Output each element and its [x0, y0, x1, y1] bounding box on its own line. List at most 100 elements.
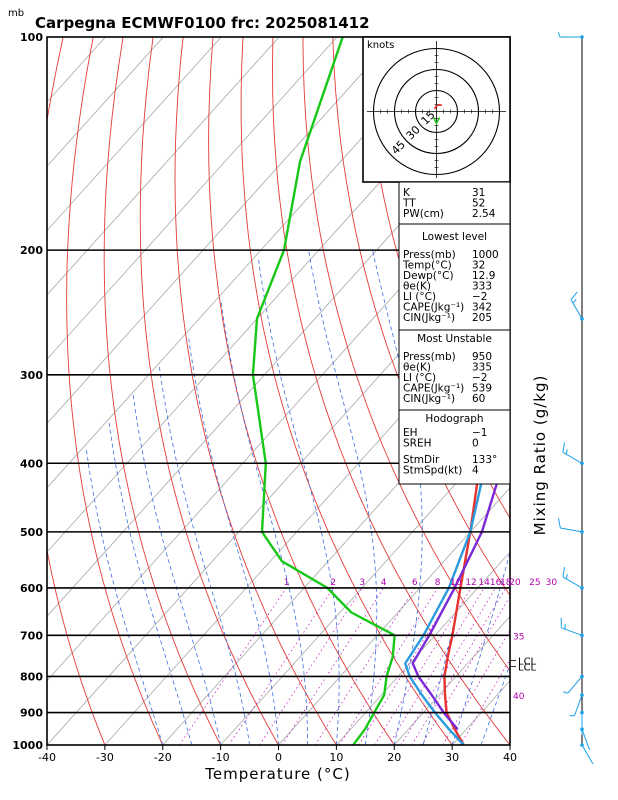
pressure-tick-label: 1000 [12, 739, 43, 752]
hodograph-index-title: Hodograph [425, 413, 483, 425]
pressure-tick-label: 200 [20, 244, 43, 257]
lowest-level-value: 205 [472, 312, 492, 324]
wind-barb-staff [581, 744, 594, 765]
summary-label: PW(cm) [403, 208, 444, 220]
dry-adiabat [174, 37, 337, 745]
lowest-level-label: Press(mb) [403, 249, 456, 261]
mixing-ratio-label: 3 [359, 578, 365, 588]
lowest-level-value: 342 [472, 302, 492, 314]
wind-barb-flag [562, 566, 566, 578]
pressure-tick-label: 300 [20, 369, 43, 382]
wind-barb-staff [562, 451, 583, 464]
wind-barb-staff [562, 576, 583, 589]
isotherm [220, 422, 510, 745]
mixing-ratio-line [338, 587, 439, 745]
moist-adiabat [188, 336, 279, 745]
pressure-tick-label: 400 [20, 457, 43, 470]
mixing-ratio-label: 20 [509, 578, 521, 588]
summary-box [398, 181, 511, 225]
most-unstable-label: CIN(Jkg⁻¹) [403, 393, 455, 405]
most-unstable-label: Press(mb) [403, 351, 456, 363]
wind-barb-flag [562, 442, 566, 453]
dry-adiabat [208, 37, 395, 745]
hodograph-index-label: SREH [403, 438, 432, 450]
mixing-ratio-line [228, 587, 334, 745]
hodograph-index-value: −1 [472, 427, 487, 439]
lowest-level-label: LI (°C) [403, 291, 436, 303]
isotherm [47, 229, 510, 745]
mixing-ratio-label: 30 [546, 578, 558, 588]
lowest-level-value: 333 [472, 281, 492, 293]
x-tick-label: 0 [275, 751, 282, 764]
dry-adiabat [513, 37, 618, 760]
lowest-level-value: 1000 [472, 249, 499, 261]
moist-adiabat [85, 447, 164, 745]
x-axis-label: Temperature (°C) [204, 765, 350, 783]
pressure-tick-label: 500 [20, 526, 43, 539]
lowest-level-label: Dewp(°C) [403, 270, 454, 282]
pressure-tick-label: 800 [20, 670, 43, 683]
lowest-level-title: Lowest level [422, 231, 487, 243]
lcl-label: LCL [518, 657, 537, 668]
dry-adiabat [302, 37, 510, 672]
dry-adiabat [573, 37, 618, 760]
x-tick-label: -30 [96, 751, 114, 764]
pressure-tick-label: 600 [20, 582, 43, 595]
mixing-ratio-label: 2 [330, 578, 336, 588]
dry-adiabat [139, 37, 280, 745]
wind-barb-flag [565, 449, 568, 455]
isotherm [509, 744, 510, 745]
isotherm [47, 37, 280, 296]
pressure-tick-label: 700 [20, 629, 43, 642]
mixing-ratio-line [179, 587, 287, 745]
wind-barb-flag [570, 291, 578, 301]
most-unstable-title: Most Unstable [417, 333, 492, 345]
isotherm [47, 37, 106, 103]
isotherm [47, 37, 453, 489]
mixing-ratio-line [388, 587, 485, 745]
summary-value: 31 [472, 187, 485, 199]
mixing-ratio-line [314, 587, 416, 745]
isotherm [47, 37, 164, 167]
wind-barb-flag [557, 518, 561, 529]
mixing-ratio-line [259, 587, 363, 745]
hodograph-trace [434, 104, 442, 110]
dry-adiabat [332, 37, 510, 597]
moist-adiabat [220, 299, 308, 745]
most-unstable-value: 335 [472, 362, 492, 374]
moist-adiabat [108, 422, 193, 745]
hodograph-units: knots [367, 40, 394, 51]
hodograph-ring [372, 47, 501, 176]
mixing-ratio-label: 4 [381, 578, 387, 588]
most-unstable-value: −2 [472, 372, 487, 384]
lcl-label: LCL [518, 663, 537, 674]
wind-barb-flag [557, 32, 561, 38]
x-tick-label: -40 [38, 751, 56, 764]
moist-adiabat [132, 394, 221, 745]
mixing-ratio-label: 16 [490, 578, 502, 588]
x-tick-label: 40 [503, 751, 517, 764]
wind-barb-staff [560, 527, 583, 533]
dry-adiabat [47, 37, 106, 745]
hodograph-index-value: 0 [472, 438, 479, 450]
x-tick-label: 10 [329, 751, 343, 764]
hodograph-index-value: 4 [472, 465, 479, 477]
y-axis-label: Mixing Ratio (g/kg) [531, 375, 549, 536]
theta-e-label: 40 [513, 692, 525, 702]
lowest-level-box [398, 223, 511, 331]
mixing-ratio-label: 25 [529, 578, 540, 588]
most-unstable-label: θe(K) [403, 362, 431, 374]
isotherm [47, 165, 510, 682]
most-unstable-box [398, 329, 511, 411]
hodograph-index-label: StmDir [403, 454, 440, 466]
lowest-level-value: 12.9 [472, 270, 495, 282]
mixing-ratio-label: 14 [478, 578, 490, 588]
most-unstable-value: 60 [472, 393, 485, 405]
most-unstable-label: CAPE(Jkg⁻¹) [403, 383, 464, 395]
dry-adiabat [603, 37, 618, 760]
wind-barb-staff [581, 729, 590, 751]
wind-barb-staff [570, 299, 583, 319]
dry-adiabat [543, 37, 618, 760]
isotherm [47, 37, 338, 360]
